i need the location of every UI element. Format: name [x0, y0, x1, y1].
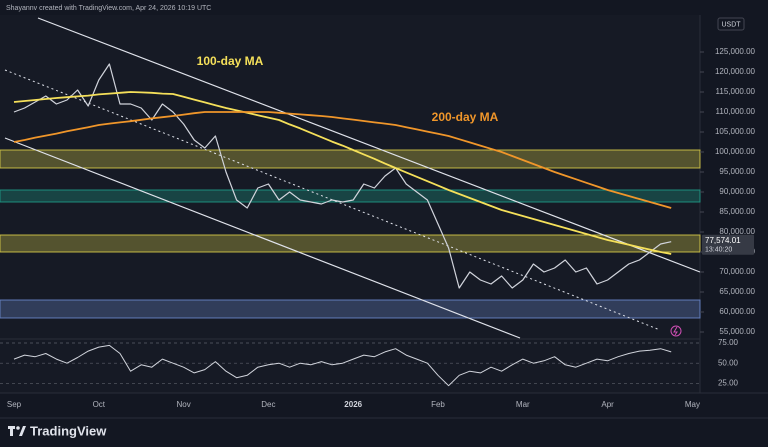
- x-tick-label: Feb: [431, 400, 445, 409]
- y-tick-label: 70,000.00: [719, 267, 755, 276]
- logo-slash: [19, 426, 26, 436]
- annotation: 100-day MA: [197, 54, 264, 68]
- zone: [0, 189, 701, 203]
- price-line: [13, 63, 672, 289]
- y-tick-label: 110,000.00: [716, 107, 756, 116]
- countdown: 13:40:20: [705, 247, 732, 254]
- quote-box: [717, 17, 745, 31]
- y-tick-label: 65,000.00: [719, 287, 755, 296]
- y-tick-label: 80,000.00: [719, 227, 755, 236]
- brand-logo: [8, 426, 26, 436]
- rsi-tick-label: 25.00: [718, 378, 739, 387]
- y-tick-label: 90,000.00: [719, 187, 755, 196]
- channel-upper: [37, 17, 701, 273]
- x-tick-label: Sep: [7, 400, 22, 409]
- rsi-line: [13, 344, 672, 387]
- x-tick-label: 2026: [344, 400, 362, 409]
- trendlines: [4, 17, 701, 339]
- rsi-tick-label: 50.00: [718, 358, 739, 367]
- y-tick-label: 60,000.00: [719, 307, 755, 316]
- plot-area: [0, 15, 700, 393]
- channel-lower: [4, 137, 521, 339]
- last-price-label: 77,574.01: [705, 236, 741, 245]
- y-tick-label: 115,000.00: [716, 87, 756, 96]
- zone: [0, 234, 701, 253]
- logo-stem: [10, 426, 13, 436]
- y-tick-label: 100,000.00: [715, 147, 756, 156]
- brand: TradingView: [30, 423, 107, 438]
- y-tick-label: 95,000.00: [719, 167, 755, 176]
- annotation: 200-day MA: [432, 110, 499, 124]
- alert-bolt: [673, 326, 678, 336]
- y-tick-label: 105,000.00: [715, 127, 756, 136]
- moving-average: [13, 91, 672, 255]
- alert-icon: [670, 325, 682, 337]
- x-tick-label: May: [685, 400, 700, 409]
- header: Shayannv created with TradingView.com, A…: [6, 5, 211, 12]
- zone: [0, 149, 701, 169]
- y-tick-label: 85,000.00: [719, 207, 755, 216]
- y-tick-label: 125,000.00: [715, 47, 756, 56]
- last-price-box: [702, 234, 754, 255]
- alert-circle: [670, 325, 682, 337]
- moving-average: [13, 111, 672, 209]
- quote-label: USDT: [721, 21, 741, 28]
- rsi-tick-label: 75.00: [718, 338, 739, 347]
- y-tick-label: 120,000.00: [715, 67, 756, 76]
- zones: [0, 149, 701, 319]
- logo-dot: [16, 426, 20, 430]
- x-tick-label: Dec: [261, 400, 275, 409]
- x-tick-label: Apr: [601, 400, 614, 409]
- y-tick-label: 55,000.00: [719, 327, 755, 336]
- x-tick-label: Nov: [176, 400, 190, 409]
- x-tick-label: Mar: [516, 400, 530, 409]
- x-tick-label: Oct: [93, 400, 106, 409]
- zone: [0, 299, 701, 319]
